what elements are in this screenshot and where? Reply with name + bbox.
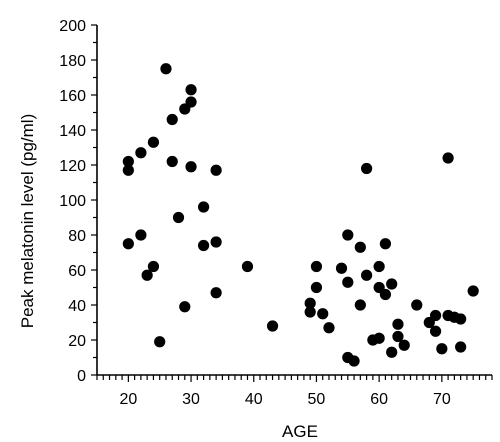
x-tick-label: 40 bbox=[245, 391, 263, 408]
y-tick-label: 60 bbox=[68, 263, 86, 280]
data-point bbox=[429, 325, 442, 337]
data-point bbox=[122, 238, 134, 250]
x-axis-label: AGE bbox=[282, 422, 318, 441]
data-point bbox=[455, 341, 467, 353]
data-point bbox=[135, 229, 147, 241]
data-point bbox=[354, 241, 366, 253]
data-point bbox=[154, 336, 166, 348]
data-point bbox=[147, 136, 160, 148]
data-point bbox=[166, 155, 178, 168]
y-axis-label: Peak melatonin level (pg/ml) bbox=[18, 114, 37, 328]
data-point bbox=[197, 201, 210, 213]
data-point bbox=[166, 113, 178, 126]
data-point bbox=[266, 320, 279, 332]
data-point bbox=[386, 278, 398, 290]
data-point bbox=[436, 343, 448, 355]
data-point bbox=[310, 260, 323, 273]
data-point bbox=[185, 84, 197, 96]
x-tick-label: 30 bbox=[182, 391, 200, 408]
y-tick-label: 40 bbox=[68, 298, 86, 315]
y-tick-label: 180 bbox=[59, 53, 86, 70]
y-tick-label: 0 bbox=[77, 368, 86, 385]
data-point bbox=[304, 297, 316, 309]
data-point bbox=[442, 152, 454, 164]
y-tick-label: 20 bbox=[68, 333, 86, 350]
x-tick-label: 60 bbox=[370, 391, 388, 408]
y-tick-label: 200 bbox=[59, 18, 86, 35]
data-point bbox=[429, 309, 442, 322]
data-point bbox=[197, 239, 210, 252]
data-point bbox=[323, 322, 335, 334]
data-point bbox=[185, 96, 197, 108]
data-point bbox=[361, 162, 373, 175]
data-point bbox=[398, 339, 410, 351]
data-point bbox=[141, 269, 153, 281]
y-tick-label: 100 bbox=[59, 193, 86, 210]
data-point bbox=[304, 306, 316, 318]
x-tick-label: 70 bbox=[433, 391, 451, 408]
data-point bbox=[373, 260, 385, 273]
y-tick-label: 140 bbox=[59, 123, 86, 140]
data-point bbox=[122, 164, 134, 176]
data-point bbox=[392, 330, 404, 343]
data-point bbox=[335, 262, 348, 274]
data-point bbox=[210, 287, 222, 299]
data-point bbox=[342, 229, 354, 241]
data-point bbox=[411, 299, 423, 311]
data-point bbox=[392, 318, 404, 330]
data-point bbox=[348, 355, 360, 367]
data-point bbox=[241, 260, 254, 273]
data-point bbox=[185, 161, 197, 173]
x-tick-label: 20 bbox=[119, 391, 137, 408]
data-point bbox=[386, 346, 398, 358]
x-axis: 20 30 40 50 60 70 bbox=[96, 374, 493, 408]
data-point bbox=[354, 299, 366, 311]
data-point bbox=[361, 269, 373, 281]
data-point bbox=[317, 308, 329, 320]
data-point bbox=[379, 238, 392, 250]
data-point bbox=[210, 236, 222, 248]
data-point bbox=[179, 301, 191, 313]
data-point bbox=[455, 313, 467, 325]
x-tick-label: 50 bbox=[308, 391, 326, 408]
y-tick-label: 80 bbox=[68, 228, 86, 245]
data-point bbox=[310, 281, 323, 294]
data-point bbox=[210, 164, 222, 176]
data-point bbox=[135, 147, 147, 159]
data-point bbox=[467, 285, 479, 297]
y-tick-label: 160 bbox=[59, 88, 86, 105]
data-point bbox=[122, 155, 134, 168]
data-points bbox=[122, 63, 479, 367]
data-point bbox=[147, 260, 160, 273]
data-point bbox=[160, 63, 172, 75]
data-point bbox=[379, 288, 392, 301]
data-point bbox=[373, 332, 385, 344]
y-tick-label: 120 bbox=[59, 158, 86, 175]
data-point bbox=[172, 211, 185, 224]
y-axis: 0 20 40 60 80 100 120 140 160 180 200 bbox=[59, 18, 98, 385]
data-point bbox=[342, 276, 354, 288]
